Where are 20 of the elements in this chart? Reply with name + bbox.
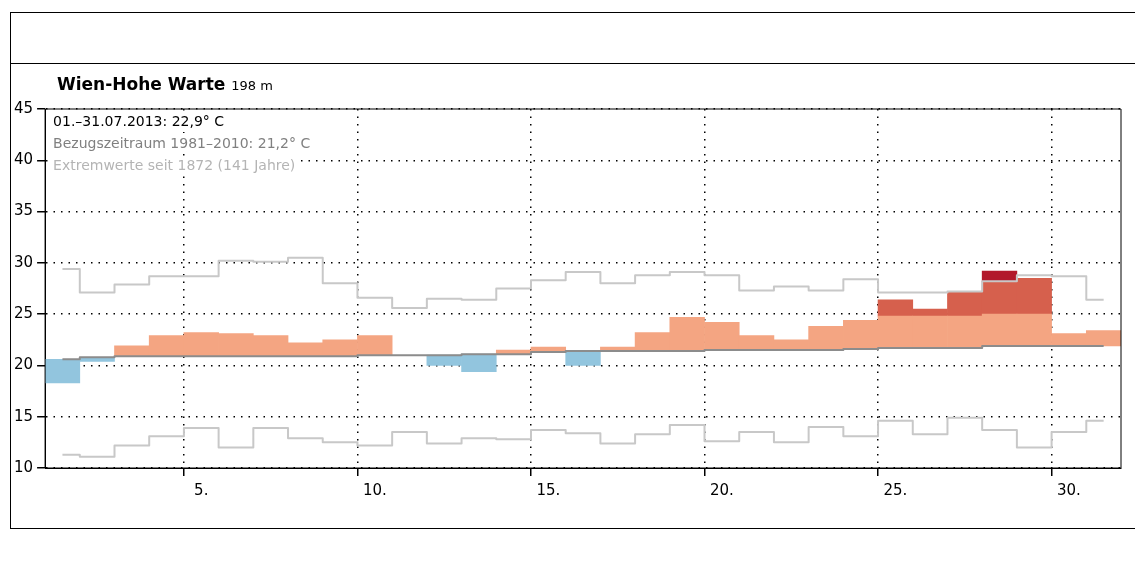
x-tick-label: 15.	[536, 480, 561, 499]
x-tick-label: 30.	[1057, 480, 1081, 499]
y-tick-label: 25	[13, 304, 34, 323]
y-tick-label: 35	[13, 201, 34, 220]
bar	[565, 350, 601, 366]
x-tick-label: 10.	[362, 480, 387, 499]
x-tick-label: 25.	[883, 480, 908, 499]
y-tick-label: 45	[13, 98, 34, 117]
x-tick-label: 20.	[709, 480, 734, 499]
annotation: Extremwerte seit 1872 (141 Jahre)	[53, 156, 296, 173]
chart-title: Wien-Hohe Warte	[57, 74, 226, 94]
y-tick-label: 20	[13, 355, 34, 374]
y-tick-label: 15	[13, 406, 34, 425]
y-tick-label: 10	[13, 457, 34, 476]
y-tick-label: 30	[13, 252, 34, 271]
x-tick-label: 5.	[194, 480, 209, 499]
annotation: Bezugszeitraum 1981–2010: 21,2° C	[53, 134, 311, 151]
chart-subtitle: 198 m	[231, 78, 273, 93]
y-tick-label: 40	[13, 150, 34, 169]
annotation: 01.–31.07.2013: 22,9° C	[53, 112, 225, 129]
